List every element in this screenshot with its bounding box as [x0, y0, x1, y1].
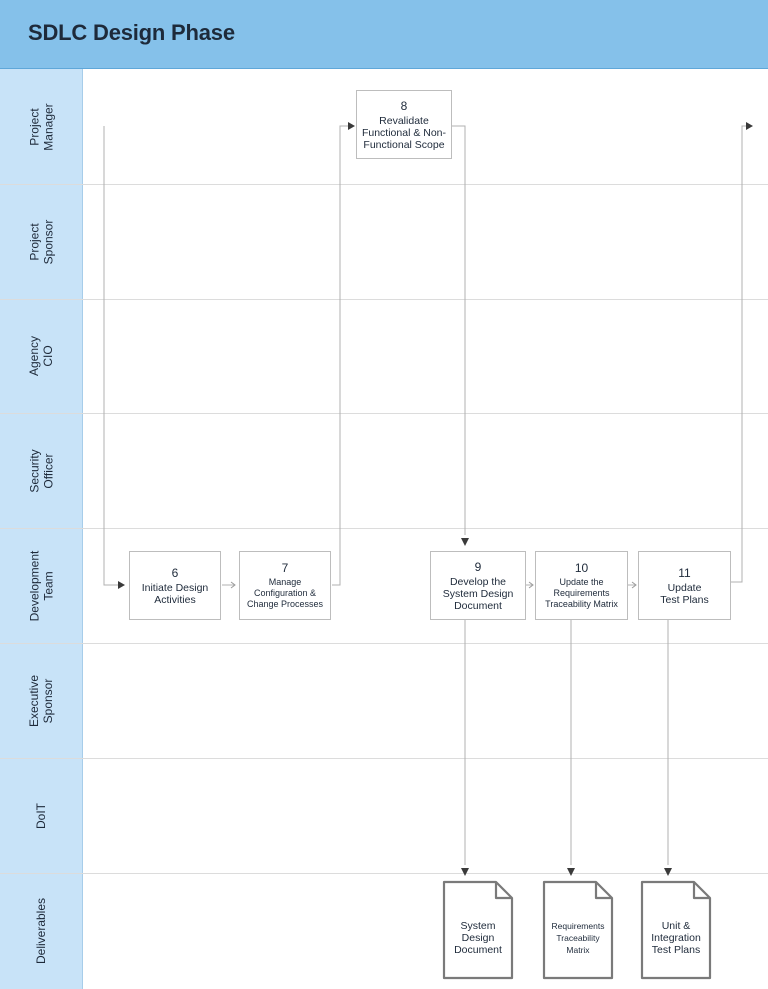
step-number: 9 — [474, 559, 482, 574]
document-icon — [542, 880, 614, 980]
lane-divider — [0, 643, 768, 644]
lane-divider — [0, 413, 768, 414]
lane-divider — [0, 299, 768, 300]
deliverable-label: Unit & Integration Test Plans — [651, 920, 701, 956]
step-label: Develop the System Design Document — [442, 575, 514, 612]
step-number: 7 — [281, 561, 289, 575]
arrowhead — [746, 122, 753, 130]
step-label: Manage Configuration & Change Processes — [246, 577, 324, 609]
deliverable-test-plans: Unit & Integration Test Plans — [640, 880, 712, 980]
connector-line — [103, 126, 118, 586]
step-number: 8 — [400, 98, 408, 113]
step-label: Initiate Design Activities — [141, 581, 209, 606]
arrowhead — [230, 581, 236, 589]
arrowhead — [631, 581, 637, 589]
step-number: 11 — [678, 565, 691, 580]
process-step-9: 9 Develop the System Design Document — [430, 551, 526, 620]
lane-divider — [0, 528, 768, 529]
document-icon — [640, 880, 712, 980]
process-step-10: 10 Update the Requirements Traceability … — [535, 551, 628, 620]
connector-line — [452, 125, 466, 535]
step-number: 10 — [574, 561, 589, 575]
arrowhead — [461, 538, 469, 546]
arrowhead — [567, 868, 575, 876]
document-icon — [442, 880, 514, 980]
page-title: SDLC Design Phase — [28, 20, 235, 45]
swimlane-label-column — [0, 69, 83, 989]
step-label: Update the Requirements Traceability Mat… — [545, 577, 618, 609]
deliverable-label: System Design Document — [454, 920, 502, 956]
deliverable-label: Requirements Traceability Matrix — [551, 921, 605, 955]
arrowhead — [118, 581, 125, 589]
arrowhead — [528, 581, 534, 589]
connector-line — [332, 125, 348, 586]
connector-line — [731, 125, 746, 583]
arrowhead — [348, 122, 355, 130]
deliverable-system-design-document: System Design Document — [442, 880, 514, 980]
arrowhead — [461, 868, 469, 876]
step-label: Revalidate Functional & Non- Functional … — [361, 114, 447, 151]
lane-divider — [0, 758, 768, 759]
process-step-11: 11 Update Test Plans — [638, 551, 731, 620]
step-number: 6 — [171, 565, 179, 580]
deliverable-requirements-traceability-matrix: Requirements Traceability Matrix — [542, 880, 614, 980]
process-step-8: 8 Revalidate Functional & Non- Functiona… — [356, 90, 452, 159]
process-step-6: 6 Initiate Design Activities — [129, 551, 221, 620]
header-bar: SDLC Design Phase — [0, 0, 768, 69]
arrowhead — [664, 868, 672, 876]
step-label: Update Test Plans — [660, 581, 709, 606]
process-step-7: 7 Manage Configuration & Change Processe… — [239, 551, 331, 620]
lane-divider — [0, 873, 768, 874]
lane-divider — [0, 184, 768, 185]
